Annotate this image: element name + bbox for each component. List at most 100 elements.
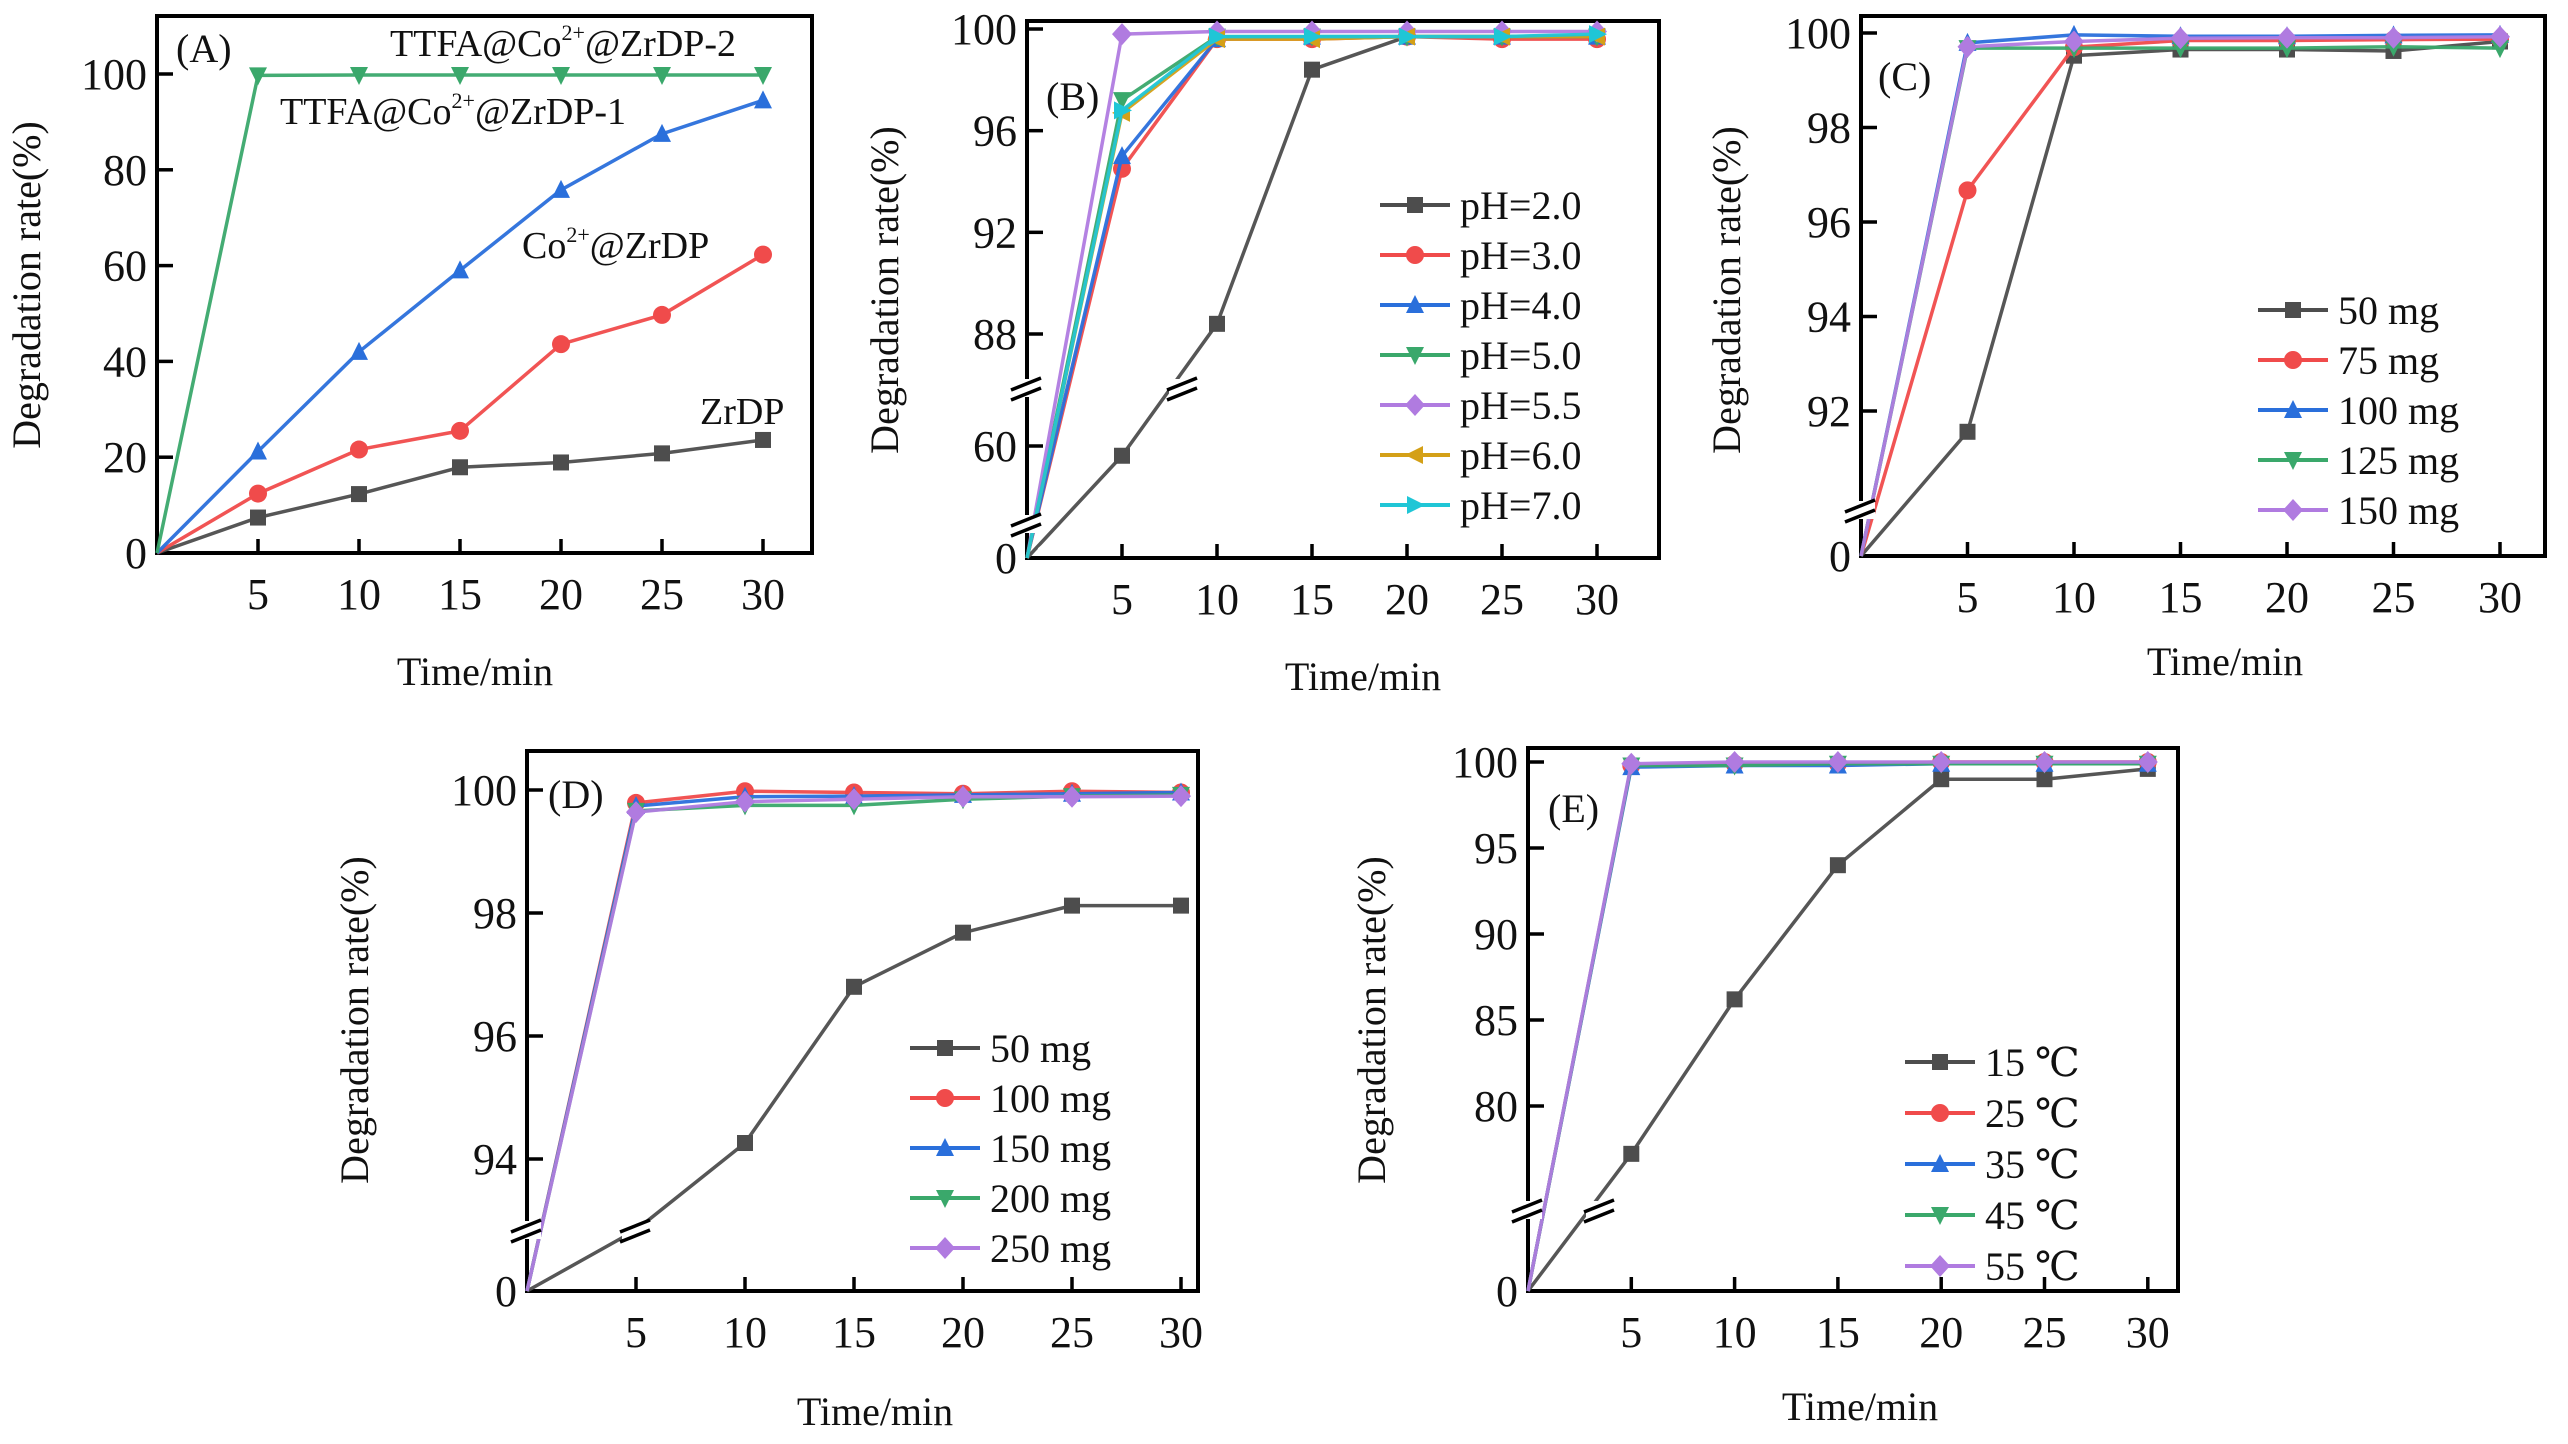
- data-point: [754, 66, 772, 85]
- axis-break-line: [1166, 376, 1198, 392]
- legend-label: pH=4.0: [1460, 283, 1581, 328]
- data-point: [250, 509, 266, 526]
- axis-break-line: [619, 1218, 651, 1234]
- legend-label: 150 mg: [990, 1126, 1111, 1171]
- legend-item: 250 mg: [910, 1226, 1111, 1271]
- annotation-text: @ZrDP: [590, 225, 709, 267]
- x-tick-label: 30: [2126, 1308, 2170, 1357]
- data-point: [351, 486, 367, 503]
- legend-item: 100 mg: [910, 1076, 1111, 1121]
- data-point: [2278, 40, 2296, 59]
- axis-break-line: [510, 1218, 542, 1234]
- data-point: [350, 341, 368, 360]
- y-tick-label: 94: [1807, 293, 1851, 342]
- data-point: [2170, 27, 2191, 50]
- data-point: [1173, 897, 1189, 914]
- legend-marker-icon: [936, 1190, 954, 1208]
- legend-marker-icon: [1407, 197, 1423, 213]
- plot-frame: [1859, 14, 2547, 558]
- plot-frame: [1025, 19, 1661, 560]
- x-tick-label: 15: [438, 570, 482, 619]
- data-point: [626, 801, 646, 824]
- y-axis-break-icon: [1511, 1198, 1543, 1224]
- data-point: [1589, 25, 1607, 44]
- legend-item: 125 mg: [2258, 438, 2459, 483]
- legend-item: 25 ℃: [1905, 1091, 2080, 1136]
- y-tick-label: 0: [995, 534, 1017, 583]
- axis-break-line: [1511, 1208, 1543, 1224]
- axis-break-line: [1010, 512, 1042, 528]
- data-point: [1113, 92, 1131, 111]
- x-tick-label: 10: [1713, 1308, 1757, 1357]
- axis-break-line: [510, 1228, 542, 1244]
- legend-marker-icon: [2284, 351, 2302, 369]
- x-tick-label: 25: [2023, 1308, 2067, 1357]
- data-point: [1112, 23, 1132, 46]
- data-point: [249, 441, 267, 460]
- x-tick-label: 15: [2159, 573, 2203, 622]
- legend-marker-icon: [1930, 1255, 1950, 1277]
- data-point: [1621, 752, 1642, 775]
- data-point: [1827, 751, 1848, 773]
- data-point: [1623, 1145, 1640, 1162]
- y-tick-label: 0: [1496, 1267, 1518, 1316]
- x-tick-label: 20: [1385, 575, 1429, 624]
- x-tick-label: 30: [741, 570, 785, 619]
- x-axis-title: Time/min: [1782, 1384, 1938, 1429]
- data-point: [953, 785, 973, 808]
- legend-marker-icon: [2285, 302, 2301, 318]
- x-axis-title: Time/min: [397, 649, 553, 694]
- x-tick-label: 20: [2265, 573, 2309, 622]
- legend-label: 250 mg: [990, 1226, 1111, 1271]
- x-tick-label: 25: [1480, 575, 1524, 624]
- series-group: [1859, 24, 2510, 558]
- axis-break-line: [619, 1228, 651, 1244]
- y-axis-break-icon: [510, 1218, 542, 1244]
- legend-marker-icon: [935, 1237, 955, 1259]
- y-tick-label: 95: [1474, 824, 1518, 873]
- data-point: [1957, 35, 1978, 58]
- x-tick-label: 30: [2478, 573, 2522, 622]
- data-point: [1933, 771, 1950, 788]
- data-point: [451, 260, 469, 279]
- chart-panel-d: 5 10 15 20 25 30 0 94 96 98 100 Degradation rate(%)…: [332, 749, 1203, 1434]
- series-group: [1526, 751, 2158, 1293]
- y-tick-label: 85: [1474, 996, 1518, 1045]
- y-tick-label: 96: [973, 107, 1017, 156]
- x-tick-label: 20: [941, 1308, 985, 1357]
- annotation-text: ZrDP: [700, 391, 784, 433]
- data-point: [1064, 897, 1080, 914]
- y-tick-label: 100: [81, 50, 147, 99]
- data-point: [846, 978, 862, 995]
- y-tick-label: 40: [103, 337, 147, 386]
- x-tick-label: 5: [1111, 575, 1133, 624]
- series-annotation: TTFA@Co2+@ZrDP-2: [390, 20, 736, 65]
- annotation-text: Co: [522, 225, 566, 267]
- x-axis-title: Time/min: [797, 1389, 953, 1434]
- data-point: [653, 305, 671, 324]
- panel-label: (B): [1046, 74, 1099, 119]
- axis-break-line: [1010, 522, 1042, 538]
- panel-label: (C): [1878, 54, 1931, 99]
- data-point: [737, 1135, 753, 1152]
- legend-item: pH=5.0: [1380, 333, 1581, 378]
- y-tick-label: 100: [1785, 9, 1851, 58]
- x-tick-label: 25: [2372, 573, 2416, 622]
- annotation-text: TTFA@Co: [280, 91, 452, 133]
- plot-frame: [1526, 746, 2180, 1293]
- annotation-text: @ZrDP-1: [475, 91, 626, 133]
- y-tick-label: 0: [495, 1267, 517, 1316]
- y-axis-title: Degradation rate(%): [862, 126, 907, 454]
- legend-marker-icon: [1932, 1054, 1948, 1070]
- y-axis-title: Degradation rate(%): [332, 856, 377, 1184]
- data-point: [1397, 20, 1417, 43]
- data-point: [2064, 30, 2084, 53]
- y-tick-label: 90: [1474, 910, 1518, 959]
- x-tick-label: 30: [1575, 575, 1619, 624]
- data-point: [2034, 751, 2055, 773]
- annotation-superscript: 2+: [562, 20, 585, 45]
- legend-label: 150 mg: [2338, 488, 2459, 533]
- legend-marker-icon: [2283, 499, 2303, 521]
- legend-marker-icon: [937, 1040, 953, 1056]
- legend-label: 100 mg: [990, 1076, 1111, 1121]
